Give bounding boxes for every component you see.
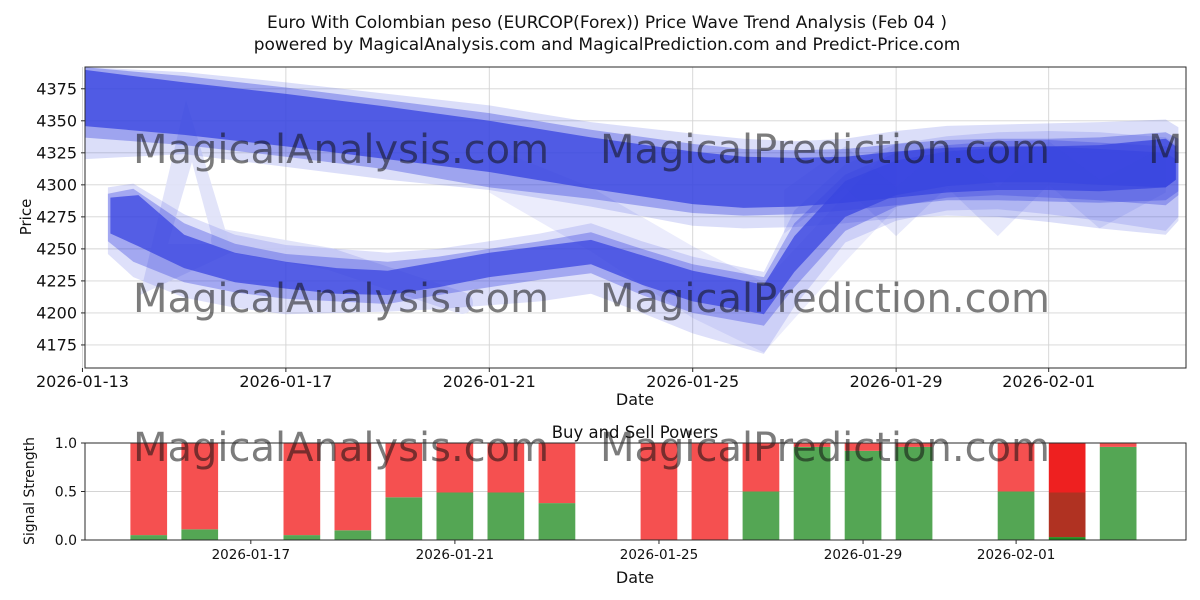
sell-bar-segment	[436, 443, 474, 493]
sell-bar-segment	[334, 443, 372, 531]
y-tick-label: 4275	[36, 207, 77, 226]
x-tick-label: 2026-01-25	[646, 372, 739, 391]
x-tick-label: 2026-01-21	[416, 547, 494, 563]
main-title-line1: Euro With Colombian peso (EURCOP(Forex))…	[267, 13, 947, 33]
sell-bar-segment	[1048, 443, 1086, 493]
price-x-axis-label: Date	[616, 390, 654, 409]
sell-bar-segment	[844, 443, 882, 451]
y-tick-label: 4225	[36, 271, 77, 290]
watermark-text: MagicalPrediction.com	[600, 276, 1050, 322]
x-tick-label: 2026-01-13	[36, 372, 129, 391]
signal-chart	[85, 443, 1186, 540]
signal-chart-title: Buy and Sell Powers	[552, 423, 719, 442]
buy-bar-segment	[283, 535, 321, 540]
watermark-text: MagicalPrediction.com	[600, 425, 1050, 471]
sell-bar-segment	[1099, 443, 1137, 447]
sell-bar-segment	[793, 443, 831, 447]
signal-y-axis-label: Signal Strength	[22, 437, 38, 545]
sell-bar-segment	[640, 443, 678, 540]
sell-bar-segment	[691, 443, 729, 540]
watermark-text: MagicalAnalysis.com	[133, 276, 549, 322]
y-tick-label: 4375	[36, 79, 77, 98]
sell-bar-segment	[283, 443, 321, 536]
axis-spine	[84, 66, 1187, 369]
sell-bar-segment	[487, 443, 525, 493]
sell-bar-segment	[1048, 492, 1086, 538]
buy-bar-segment	[895, 446, 933, 540]
x-tick-label: 2026-02-01	[1002, 372, 1095, 391]
wave-band-fan-zigzag	[784, 141, 1166, 237]
y-tick-label: 0.5	[55, 485, 77, 501]
buy-bar-segment	[334, 530, 372, 540]
signal-x-axis-label: Date	[616, 568, 654, 587]
sell-bar-segment	[997, 443, 1035, 492]
price-bands	[85, 67, 1179, 354]
buy-bar-segment	[487, 492, 525, 540]
buy-bar-segment	[385, 497, 423, 540]
sell-bar-segment	[181, 443, 219, 530]
x-tick-label: 2026-01-25	[620, 547, 698, 563]
sell-bar-segment	[895, 443, 933, 447]
buy-bar-segment	[997, 491, 1035, 540]
buy-bar-segment	[1099, 446, 1137, 540]
x-tick-label: 2026-01-17	[212, 547, 290, 563]
x-tick-label: 2026-01-29	[850, 372, 943, 391]
buy-bar-segment	[538, 503, 576, 540]
wave-band-fan-cross	[489, 143, 897, 353]
y-tick-label: 0.0	[55, 533, 77, 549]
price-chart	[82, 67, 1186, 368]
buy-bar-segment	[1048, 537, 1086, 540]
watermark-text: MagicalPrediction.com	[600, 127, 1050, 173]
sell-bar-segment	[742, 443, 780, 492]
y-tick-label: 4325	[36, 143, 77, 162]
buy-bar-segment	[181, 529, 219, 540]
y-tick-label: 4350	[36, 111, 77, 130]
y-tick-label: 1.0	[55, 436, 77, 452]
buy-bar-segment	[844, 450, 882, 540]
y-tick-label: 4250	[36, 239, 77, 258]
x-tick-label: 2026-01-29	[824, 547, 902, 563]
watermark-text: MagicalAnalysis.com	[133, 127, 549, 173]
y-tick-label: 4200	[36, 303, 77, 322]
x-tick-label: 2026-01-17	[239, 372, 332, 391]
x-tick-label: 2026-01-21	[443, 372, 536, 391]
watermark-text: M	[1148, 127, 1183, 173]
sell-bar-segment	[385, 443, 423, 498]
price-y-axis-label: Price	[17, 199, 35, 236]
buy-bar-segment	[436, 492, 474, 540]
watermark-layer: MagicalAnalysis.com MagicalPrediction.com…	[133, 127, 1183, 471]
text-layer: Euro With Colombian peso (EURCOP(Forex))…	[17, 13, 960, 587]
buy-bar-segment	[130, 535, 168, 540]
y-tick-label: 4175	[36, 335, 77, 354]
watermark-text: MagicalAnalysis.com	[133, 425, 549, 471]
x-tick-label: 2026-02-01	[977, 547, 1055, 563]
main-title-line2: powered by MagicalAnalysis.com and Magic…	[254, 35, 961, 55]
y-tick-label: 4300	[36, 175, 77, 194]
buy-bar-segment	[793, 446, 831, 540]
buy-bar-segment	[742, 491, 780, 540]
axes-layer: 2026-01-13 2026-01-17 2026-01-21 2026-01-25…	[36, 66, 1187, 563]
wave-band-lower-core	[110, 146, 1176, 315]
sell-bar-segment	[130, 443, 168, 536]
sell-bar-segment	[538, 443, 576, 504]
signal-bars	[130, 443, 1137, 540]
